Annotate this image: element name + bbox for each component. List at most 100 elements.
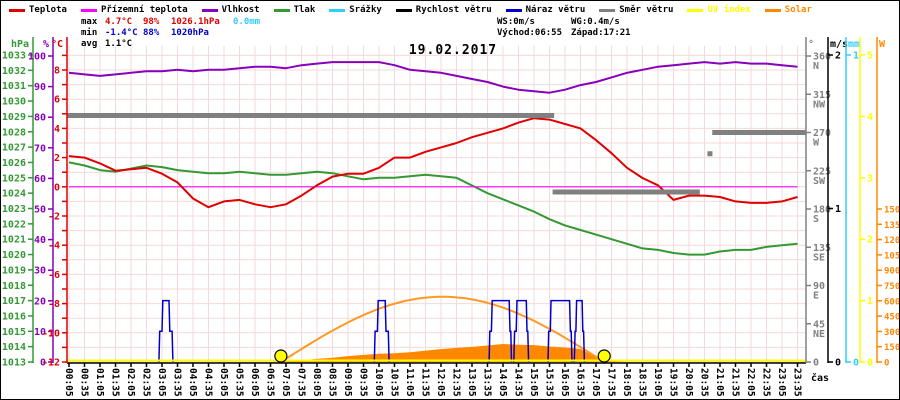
time-label: 13:35 <box>482 368 493 397</box>
stat-value: min <box>81 28 98 38</box>
axis-tick-label: 8 <box>54 66 60 77</box>
legend-color-dash-icon <box>599 8 616 12</box>
axis-unit-label: hPa <box>11 39 29 50</box>
axis-tick-label: 1 <box>835 204 841 215</box>
stats-block: max 4.7°C 98% 1026.1hPa 0.0mm min -1.4°C 88% 102… <box>81 17 277 50</box>
time-label: 06:05 <box>249 368 260 397</box>
axis-tick-label: 1024 <box>2 189 26 200</box>
axis-tick-label: 1050 <box>884 251 900 261</box>
axis-tick-label: 3 <box>867 173 873 184</box>
time-label: 09:35 <box>358 368 369 397</box>
compass-label: SE <box>813 252 825 263</box>
axis-tick-label: 1033 <box>2 51 26 62</box>
wind-info-block: WS:0m/s WG:0.4m/s Východ:06:55 Západ:17:21 <box>497 17 645 39</box>
x-axis-ticks <box>68 363 799 367</box>
time-label: 03:05 <box>156 368 167 397</box>
legend-color-dash-icon <box>505 8 522 12</box>
axis-tick-label: 45 <box>813 319 825 330</box>
humidity-series <box>68 61 798 94</box>
legend-item-p-zemn-teplota: Přízemní teplota <box>80 5 188 15</box>
legend: Teplota Přízemní teplota Vlhkost Tlak Srážky… <box>9 5 812 15</box>
compass-label: N <box>813 61 819 72</box>
axis-tick-label: 750 <box>884 282 900 292</box>
stats-row: avg 1.1°C <box>81 39 277 50</box>
axis-tick-label: 135 <box>813 243 831 254</box>
x-axis-title: čas <box>811 372 829 384</box>
axis-tick-label: 150 <box>884 343 900 353</box>
axis-tick-label: 1028 <box>2 127 26 138</box>
sun-marker-icon <box>274 349 288 363</box>
legend-color-dash-icon <box>764 8 781 12</box>
wind-info-row: Východ:06:55 Západ:17:21 <box>497 28 645 39</box>
legend-color-dash-icon <box>201 8 218 12</box>
axis-tick-label: 2 <box>54 153 60 164</box>
axis-tick-label: 0 <box>54 182 60 193</box>
legend-label: Vlhkost <box>221 5 260 15</box>
axis-tick-label: 1027 <box>2 143 26 154</box>
time-label: 10:35 <box>389 368 400 397</box>
axis-tick-label: -8 <box>48 299 60 310</box>
stats-row: max 4.7°C 98% 1026.1hPa 0.0mm <box>81 17 277 28</box>
axis-tick-label: 0 <box>40 358 46 369</box>
time-label: 16:05 <box>559 368 570 397</box>
axis-tick-label: 0 <box>867 358 873 369</box>
axis-tick-label: 6 <box>54 95 60 106</box>
legend-item-vlhkost: Vlhkost <box>201 5 260 15</box>
axis-tick-label: 1018 <box>2 281 26 292</box>
legend-item-solar: Solar <box>764 5 812 15</box>
axis-tick-label: 315 <box>813 90 831 101</box>
time-label: 14:05 <box>497 368 508 397</box>
time-label: 15:35 <box>544 368 555 397</box>
time-label: 02:05 <box>125 368 136 397</box>
time-label: 19:05 <box>652 368 663 397</box>
axis-tick-label: 70 <box>34 143 46 154</box>
time-label: 16:35 <box>575 368 586 397</box>
wind-direction-dot <box>707 151 713 157</box>
time-label: 17:05 <box>590 368 601 397</box>
axis-tick-label: 0 <box>853 358 859 369</box>
compass-label: S <box>813 214 819 225</box>
axis-tick-label: 100 <box>28 52 46 63</box>
legend-color-dash-icon <box>273 8 290 12</box>
legend-label: Rychlost větru <box>415 5 492 15</box>
compass-label: SW <box>813 176 826 187</box>
axis-tick-label: 2 <box>867 235 873 246</box>
axis-tick-label: 4 <box>54 124 60 135</box>
legend-item-uv-index: UV index <box>687 5 751 15</box>
legend-label: Přízemní teplota <box>100 5 188 15</box>
wind-info-row: WS:0m/s WG:0.4m/s <box>497 17 645 28</box>
axis-tick-label: 50 <box>34 205 46 216</box>
gridlines <box>67 46 806 363</box>
legend-color-dash-icon <box>80 8 97 12</box>
axis-unit-label: mm <box>848 39 860 50</box>
stat-value: 1.1°C <box>105 39 133 49</box>
time-label: 11:05 <box>404 368 415 397</box>
axis-tick-label: 180 <box>813 205 831 216</box>
legend-label: Teplota <box>29 5 67 15</box>
axis-uv: 5 4 3 2 1 0 <box>859 37 873 369</box>
stat-value: 98% <box>143 17 160 27</box>
legend-color-dash-icon <box>329 8 346 12</box>
axis-tick-label: 1031 <box>2 81 26 92</box>
legend-label: Směr větru <box>619 5 674 15</box>
axis-tick-label: 1014 <box>2 342 26 353</box>
temperature-series <box>68 117 798 209</box>
axis-solar: 15001350120010509007506004503001500W <box>876 37 900 369</box>
time-label: 23:35 <box>792 368 803 397</box>
axis-tick-label: 2 <box>835 51 841 62</box>
legend-color-dash-icon <box>687 8 704 12</box>
legend-item-sm-r-v-tru: Směr větru <box>599 5 673 15</box>
stat-value: 0.0mm <box>233 17 261 27</box>
axis-unit-label: W <box>879 39 886 50</box>
stat-value: Východ:06:55 <box>497 28 563 38</box>
axis-wind: 2 1 0 m/s <box>827 37 848 369</box>
axis-tick-label: 1 <box>867 296 873 307</box>
stat-value: 88% <box>143 28 160 38</box>
time-label: 07:35 <box>296 368 307 397</box>
axis-rain: 1 0 mm <box>845 37 860 369</box>
time-label: 20:35 <box>699 368 710 397</box>
